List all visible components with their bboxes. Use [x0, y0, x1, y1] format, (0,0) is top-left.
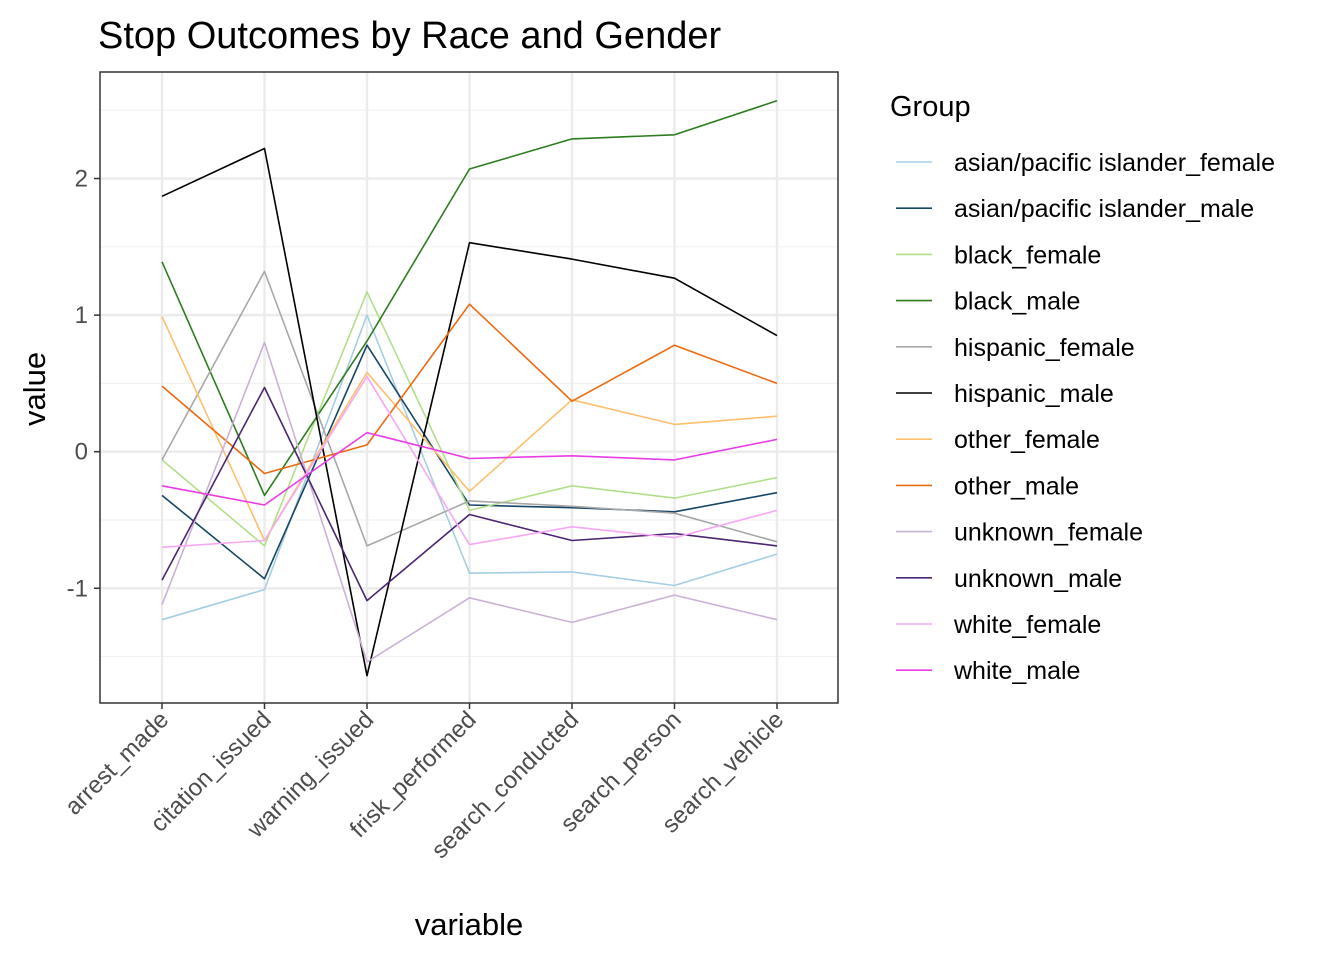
y-tick-label: 1 [75, 302, 88, 329]
legend-label: hispanic_male [954, 380, 1114, 408]
series-line-unknown-female [161, 341, 778, 663]
x-axis-title: variable [415, 907, 524, 942]
legend-label: white_male [953, 657, 1080, 685]
legend-label: other_male [954, 472, 1079, 500]
legend: asian/pacific islander_female asian/pacif… [896, 149, 1275, 685]
series-line-hispanic-female [161, 270, 778, 547]
y-tick-label: 2 [75, 166, 88, 193]
y-axis-ticks: -1 0 1 2 [67, 166, 100, 602]
series-line-asian-pacific-islander-female [161, 314, 778, 621]
legend-label: black_female [954, 241, 1101, 269]
y-tick-label: -1 [67, 575, 88, 602]
plot-panel [99, 71, 839, 704]
legend-label: black_male [954, 288, 1080, 316]
legend-label: hispanic_female [954, 334, 1135, 362]
legend-label: other_female [954, 426, 1100, 454]
legend-label: white_female [953, 611, 1101, 639]
legend-label: asian/pacific islander_female [954, 149, 1275, 177]
series-line-white-male [161, 431, 778, 506]
legend-label: unknown_male [954, 565, 1122, 593]
series-line-white-female [161, 375, 778, 549]
series-line-black-female [161, 291, 778, 547]
series-line-asian-pacific-islander-male [161, 344, 778, 580]
x-tick-label: arrest_made [60, 706, 174, 820]
chart-title: Stop Outcomes by Race and Gender [98, 15, 721, 57]
y-axis-title: value [17, 352, 52, 426]
legend-title: Group [890, 91, 971, 123]
legend-label: unknown_female [954, 519, 1143, 547]
series-line-black-male [161, 99, 778, 497]
y-tick-label: 0 [75, 439, 88, 466]
x-axis-ticks: arrest_madecitation_issuedwarning_issued… [60, 703, 789, 864]
legend-label: asian/pacific islander_male [954, 195, 1254, 223]
series-line-unknown-male [161, 386, 778, 602]
series-line-other-male [161, 303, 778, 475]
series-line-hispanic-male [161, 147, 778, 677]
